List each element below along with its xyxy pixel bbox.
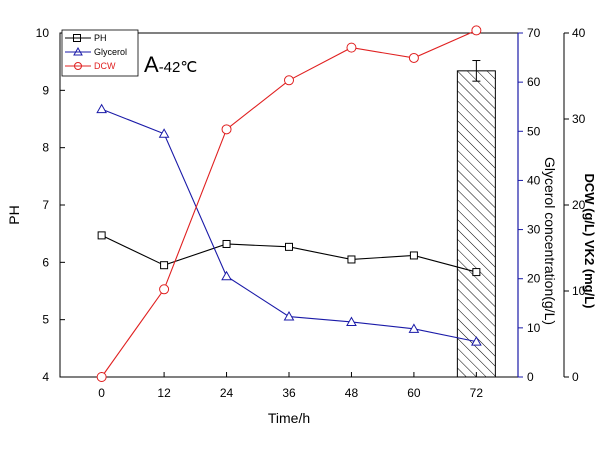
glycerol-point bbox=[221, 270, 232, 281]
left-tick-label: 7 bbox=[42, 198, 49, 212]
x-tick-label: 72 bbox=[470, 386, 484, 400]
glycerol-tick-label: 30 bbox=[527, 223, 541, 237]
glycerol-tick-label: 20 bbox=[527, 272, 541, 286]
glycerol-point bbox=[96, 103, 107, 114]
dcw-tick-label: 10 bbox=[572, 284, 586, 298]
dcw-axis-title: DCW (g/L) VK2 (mg/L) bbox=[582, 173, 597, 308]
ticks: 0 12 24 36 48 60 72 4 5 6 7 8 9 10 0 10 20 30 40 50 60 70 0 10 2… bbox=[36, 26, 586, 400]
legend-label-dcw: DCW bbox=[94, 61, 116, 71]
x-tick-label: 48 bbox=[345, 386, 359, 400]
glycerol-point bbox=[346, 316, 357, 326]
legend-label-glycerol: Glycerol bbox=[94, 47, 127, 57]
legend-square-marker bbox=[73, 34, 81, 42]
panel-letter: A bbox=[144, 52, 159, 77]
x-tick-label: 0 bbox=[98, 386, 105, 400]
dcw-tick-label: 30 bbox=[572, 112, 586, 126]
x-tick-label: 60 bbox=[407, 386, 421, 400]
glycerol-line bbox=[101, 108, 477, 343]
ph-line bbox=[101, 234, 477, 273]
legend: PH Glycerol DCW bbox=[61, 29, 139, 77]
panel-condition: -42℃ bbox=[159, 59, 198, 76]
dcw-tick-label: 40 bbox=[572, 26, 586, 40]
ph-point bbox=[472, 268, 481, 277]
glycerol-tick-label: 70 bbox=[527, 26, 541, 40]
left-tick-label: 5 bbox=[42, 313, 49, 327]
x-tick-label: 24 bbox=[220, 386, 234, 400]
dcw-point bbox=[96, 372, 107, 382]
glycerol-axis-title: Glycerol concentration(g/L) bbox=[542, 157, 558, 325]
legend-label-ph: PH bbox=[94, 33, 107, 43]
bar-group bbox=[456, 60, 496, 378]
ph-point bbox=[409, 251, 418, 260]
glycerol-tick-label: 0 bbox=[527, 370, 534, 384]
ph-point bbox=[160, 261, 169, 270]
glycerol-tick-label: 10 bbox=[527, 321, 541, 335]
legend-circle-marker bbox=[74, 62, 82, 70]
glycerol-point bbox=[408, 323, 420, 333]
left-axis-title: PH bbox=[6, 205, 22, 224]
series-group bbox=[96, 25, 482, 382]
glycerol-tick-label: 40 bbox=[527, 173, 541, 187]
dcw-point bbox=[408, 52, 419, 63]
glycerol-point bbox=[471, 336, 482, 346]
left-tick-label: 8 bbox=[42, 141, 49, 155]
ph-point bbox=[222, 239, 231, 248]
x-tick-label: 36 bbox=[282, 386, 296, 400]
legend-triangle-marker bbox=[73, 46, 83, 56]
dcw-point bbox=[471, 25, 482, 36]
ph-point bbox=[285, 242, 293, 251]
left-tick-label: 6 bbox=[42, 255, 49, 269]
ph-point bbox=[347, 255, 356, 264]
glycerol-point bbox=[283, 311, 295, 321]
dcw-tick-label: 20 bbox=[572, 198, 586, 212]
ph-point bbox=[97, 231, 106, 240]
left-tick-label: 10 bbox=[36, 26, 50, 40]
dcw-point bbox=[159, 284, 170, 295]
dcw-tick-label: 0 bbox=[572, 370, 579, 384]
x-axis-title: Time/h bbox=[268, 410, 310, 426]
x-tick-label: 12 bbox=[157, 386, 171, 400]
dcw-point bbox=[346, 42, 357, 53]
panel-annotation: A-42℃ bbox=[144, 52, 197, 77]
glycerol-tick-label: 60 bbox=[527, 75, 541, 89]
left-tick-label: 4 bbox=[42, 370, 49, 384]
glycerol-point bbox=[158, 128, 170, 138]
vk2-bar bbox=[456, 70, 496, 378]
dcw-point bbox=[221, 124, 232, 135]
dcw-point bbox=[284, 75, 294, 86]
glycerol-tick-label: 50 bbox=[527, 124, 541, 138]
left-tick-label: 9 bbox=[42, 83, 49, 97]
